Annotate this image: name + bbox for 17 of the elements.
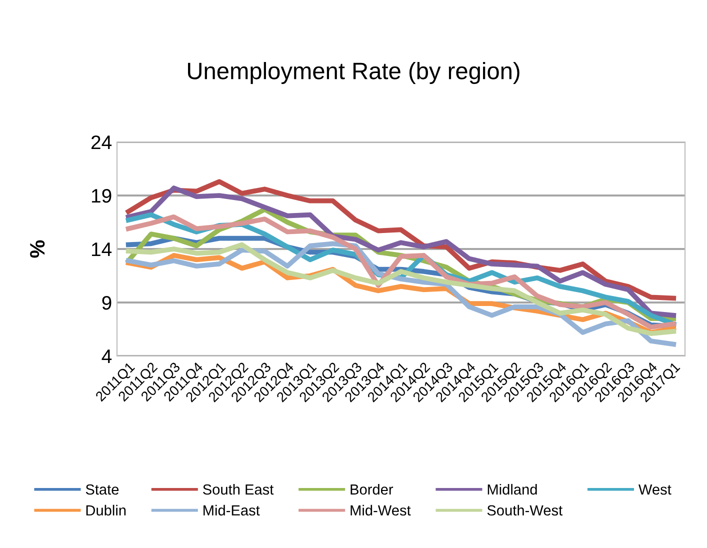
legend-label: Border xyxy=(350,484,394,495)
legend-label: West xyxy=(638,484,672,495)
legend-label: South-West xyxy=(487,504,562,516)
chart-title: Unemployment Rate (by region) xyxy=(188,62,520,84)
y-tick-label: 24 xyxy=(91,135,112,150)
y-tick-label: 19 xyxy=(92,188,112,203)
legend-label: Midland xyxy=(488,484,537,495)
legend-label: Dublin xyxy=(86,504,126,516)
legend-label: State xyxy=(86,484,119,495)
y-tick-label: 9 xyxy=(102,296,112,310)
y-axis-title: % xyxy=(30,240,45,258)
line-series xyxy=(126,186,676,318)
legend-label: Mid-West xyxy=(350,504,411,516)
y-tick-label: 4 xyxy=(102,350,112,364)
legend-label: South East xyxy=(203,484,274,495)
y-tick-label: 14 xyxy=(92,242,112,256)
legend-label: Mid-East xyxy=(204,504,260,516)
